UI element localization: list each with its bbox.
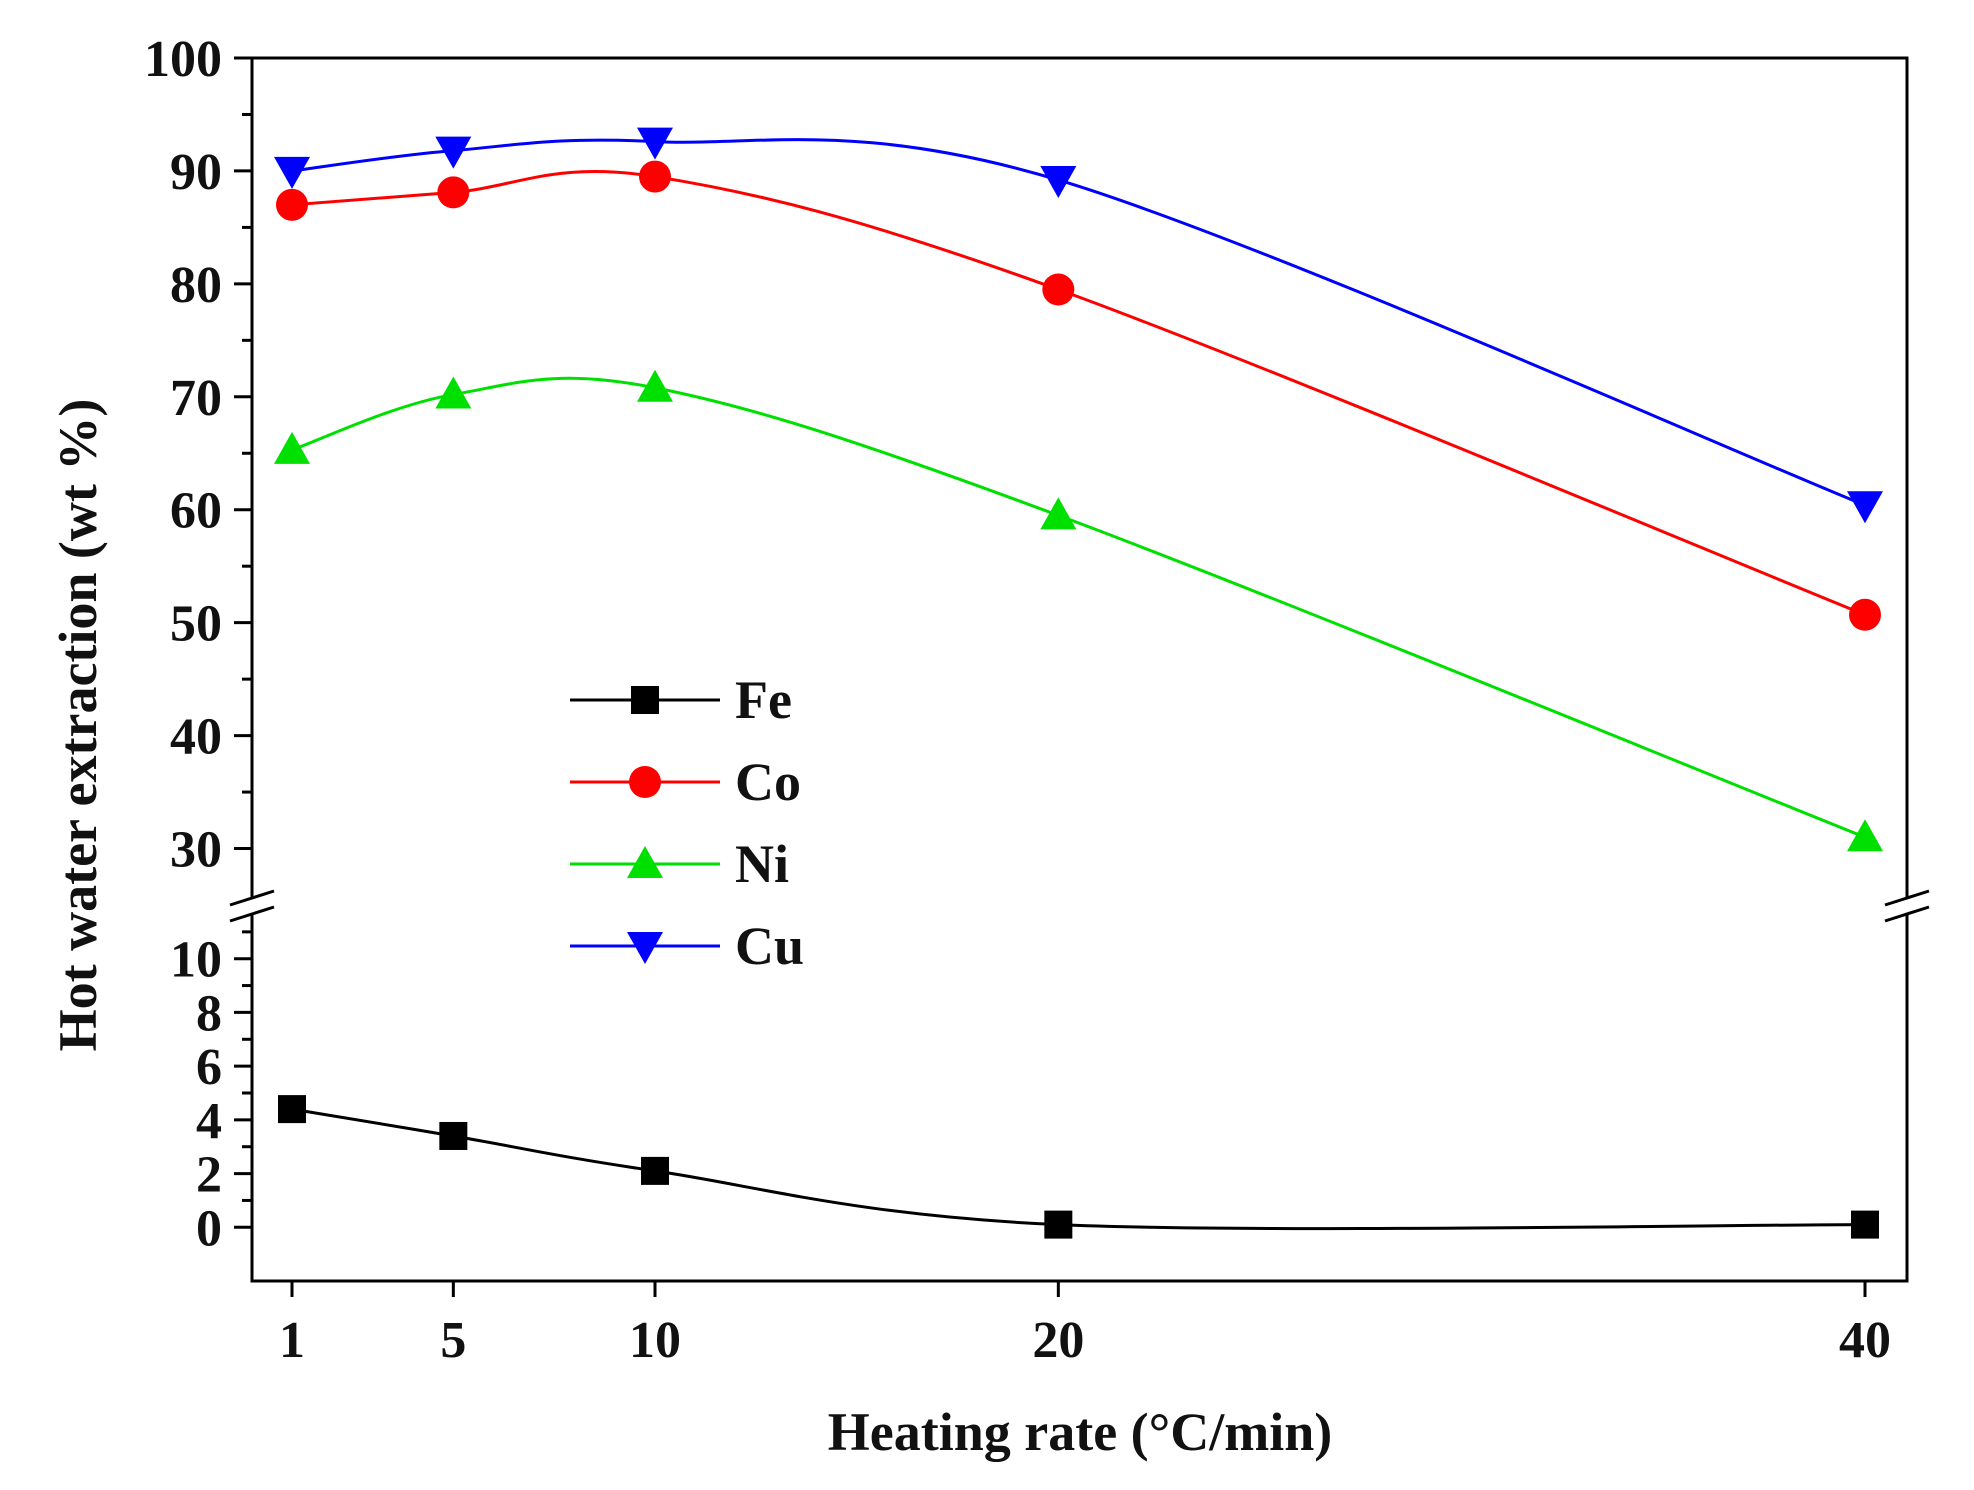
axis-ticks <box>234 56 1867 1297</box>
series-markers <box>274 127 1883 1239</box>
legend-label-ni: Ni <box>735 834 789 894</box>
y-axis-title: Hot water extraction (wt %) <box>48 399 108 1052</box>
x-tick-label: 40 <box>1839 1312 1891 1369</box>
y-tick-label: 40 <box>170 709 222 766</box>
y-tick-label: 10 <box>170 932 222 989</box>
legend-label-cu: Cu <box>735 916 804 976</box>
plot-frame <box>250 56 1909 1283</box>
y-tick-label: 2 <box>196 1147 222 1204</box>
x-tick-label: 20 <box>1032 1312 1084 1369</box>
y-tick-label: 50 <box>170 596 222 653</box>
y-tick-label: 4 <box>196 1093 222 1150</box>
data-point-cu <box>1847 491 1883 524</box>
data-point-fe <box>1044 1210 1073 1239</box>
data-point-cu <box>637 127 673 160</box>
legend-marker-cu <box>627 932 663 964</box>
data-point-co <box>1042 273 1075 306</box>
data-point-cu <box>435 136 472 169</box>
y-tick-label: 100 <box>144 31 222 88</box>
y-tick-label: 60 <box>170 483 222 540</box>
axis-break-gap <box>230 899 274 913</box>
legend-label-co: Co <box>735 752 801 812</box>
legend-marker-ni <box>627 846 663 878</box>
data-point-co <box>639 160 671 193</box>
data-point-co <box>276 188 308 221</box>
y-tick-label: 80 <box>170 257 222 314</box>
y-tick-label: 90 <box>170 144 222 201</box>
y-tick-label: 0 <box>196 1200 222 1257</box>
y-tick-label: 8 <box>196 985 222 1042</box>
x-tick-label: 10 <box>629 1312 681 1369</box>
y-tick-label: 70 <box>170 370 222 427</box>
axis-break-mark <box>1884 905 1930 923</box>
legend: Fe Co Ni Cu <box>570 670 804 976</box>
y-tick-label: 6 <box>196 1039 222 1096</box>
axis-break-mark <box>1884 889 1930 907</box>
data-point-co <box>437 176 470 209</box>
data-point-fe <box>278 1095 306 1124</box>
axis-break-mark <box>229 889 275 907</box>
y-axis-break <box>229 889 1930 923</box>
data-point-fe <box>641 1156 669 1185</box>
legend-marker-co <box>629 766 661 798</box>
data-point-ni <box>274 431 310 464</box>
y-tick-label: 30 <box>170 822 222 879</box>
legend-label-fe: Fe <box>735 670 792 730</box>
data-point-fe <box>439 1121 468 1150</box>
data-point-cu <box>274 156 310 189</box>
data-point-fe <box>1851 1210 1879 1239</box>
data-point-ni <box>1847 819 1883 852</box>
x-axis-title: Heating rate (°C/min) <box>828 1402 1332 1462</box>
x-tick-label: 5 <box>440 1312 466 1369</box>
x-tick-label: 1 <box>279 1312 305 1369</box>
axis-break-mark <box>229 905 275 923</box>
data-point-ni <box>637 369 673 402</box>
data-point-ni <box>435 376 472 409</box>
axis-break-gap <box>1885 899 1929 913</box>
data-point-ni <box>1040 497 1077 530</box>
data-point-co <box>1849 598 1881 631</box>
data-point-cu <box>1040 165 1077 198</box>
legend-marker-fe <box>631 686 659 714</box>
